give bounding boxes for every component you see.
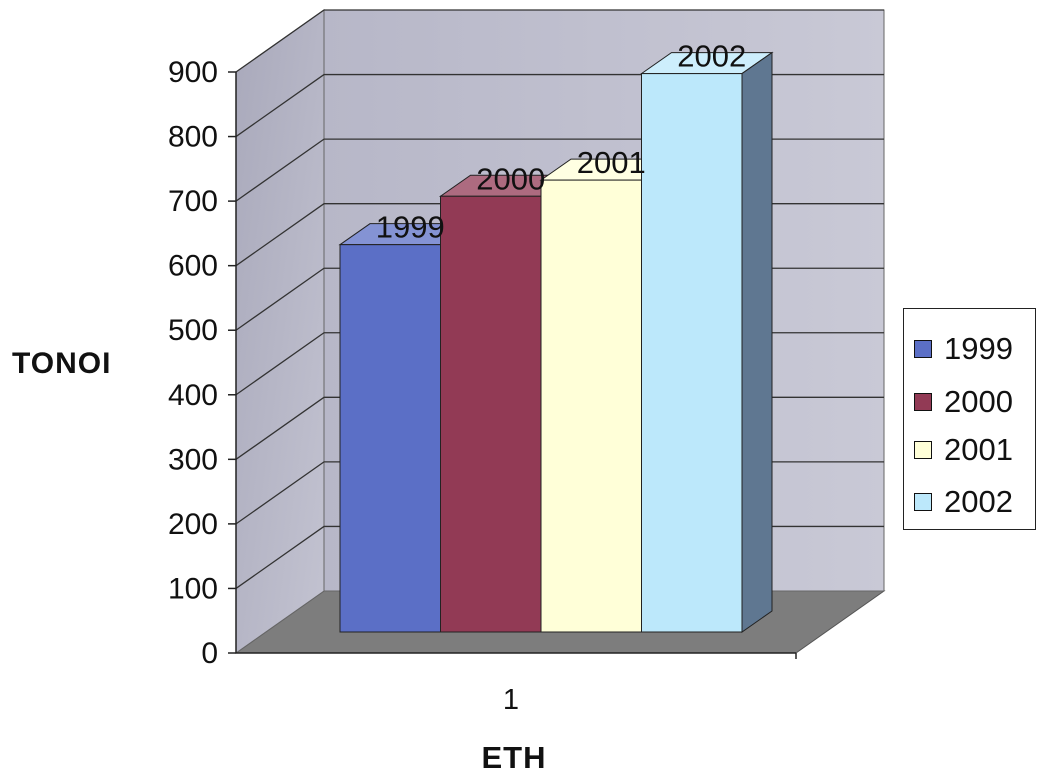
y-tick-label: 200 [168,508,218,541]
legend-swatch-1999 [914,340,932,358]
y-tick-label: 700 [168,185,218,218]
y-axis-title: ΤΟΝΟΙ [12,347,111,380]
legend-item-2001: 2001 [914,430,1013,470]
x-tick-label: 1 [503,684,519,716]
legend-label: 2002 [944,484,1013,519]
y-tick-label: 500 [168,314,218,347]
data-label-1999: 1999 [376,210,445,245]
legend-item-1999: 1999 [914,329,1013,369]
x-axis-title: ΕΤΗ [482,740,547,773]
chart-side-wall [235,9,325,654]
legend-label: 2001 [944,432,1013,467]
legend-label: 1999 [944,331,1013,366]
bar-2002 [641,73,743,633]
bar-side-2002 [741,51,773,633]
bar-2000 [440,195,542,633]
y-tick-label: 900 [168,56,218,89]
bar-2001 [540,179,642,633]
gridline [235,9,884,73]
chart-legend: 1999 2000 2001 2002 [903,308,1036,530]
y-tick-label: 400 [168,379,218,412]
data-label-2000: 2000 [476,161,545,196]
data-label-2001: 2001 [577,145,646,180]
data-label-2002: 2002 [677,39,746,74]
legend-label: 2000 [944,384,1013,419]
legend-swatch-2000 [914,393,932,411]
legend-swatch-2002 [914,493,932,511]
y-tick-label: 600 [168,250,218,283]
y-tick-label: 800 [168,121,218,154]
y-tick-label: 0 [201,637,218,670]
legend-swatch-2001 [914,441,932,459]
bar-1999 [339,244,441,633]
legend-item-2000: 2000 [914,382,1013,422]
legend-item-2002: 2002 [914,482,1013,522]
y-tick-label: 300 [168,443,218,476]
y-tick-label: 100 [168,572,218,605]
